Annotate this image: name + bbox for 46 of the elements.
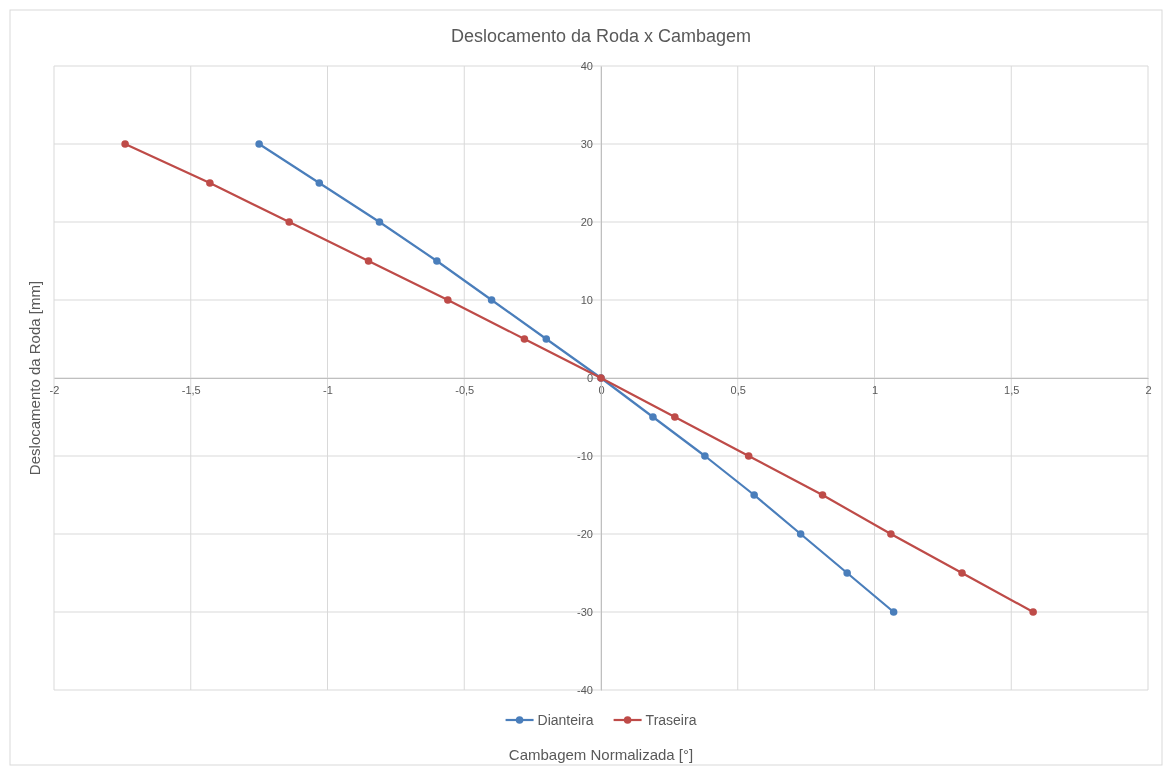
x-tick-label: 2 [1145,383,1152,396]
point [796,530,805,538]
y-tick-label: -20 [577,528,593,541]
point [649,413,657,421]
point [206,179,214,187]
x-tick-label: -1,5 [181,383,201,396]
point [433,257,441,265]
x-axis-title: Cambagem Normalizada [°] [508,746,694,763]
point [750,491,758,499]
y-tick-label: -30 [577,606,593,619]
point [315,179,324,187]
legend-label: Dianteira [537,712,594,728]
y-tick-label: 20 [580,216,593,229]
y-tick-label: 10 [580,294,593,307]
point [818,491,827,499]
point [121,140,129,148]
x-tick-label: -2 [49,383,60,396]
point [444,296,452,304]
point [375,218,384,226]
y-tick-label: 40 [580,60,593,73]
y-tick-label: -10 [577,450,593,463]
point [887,530,895,538]
y-axis-title: Deslocamento da Roda [mm] [26,280,43,476]
point [364,257,373,265]
point [744,452,753,460]
x-tick-label: 1 [871,383,879,396]
x-tick-label: -0,5 [455,383,475,396]
point [958,569,966,577]
chart-title: Deslocamento da Roda x Cambagem [450,26,752,46]
y-tick-label: 0 [586,372,593,385]
point [671,413,679,421]
point [542,335,551,343]
point [701,452,709,460]
point [889,608,898,616]
point [255,140,263,148]
point [843,569,851,577]
point [487,296,496,304]
point [285,218,293,226]
x-tick-label: 0,5 [730,383,746,396]
point [520,335,529,343]
x-tick-label: -1 [323,383,333,396]
y-tick-label: 30 [580,138,593,151]
point [1029,608,1037,616]
legend-label: Traseira [645,712,697,728]
y-tick-label: -40 [577,684,593,697]
x-tick-label: 1,5 [1004,383,1020,396]
